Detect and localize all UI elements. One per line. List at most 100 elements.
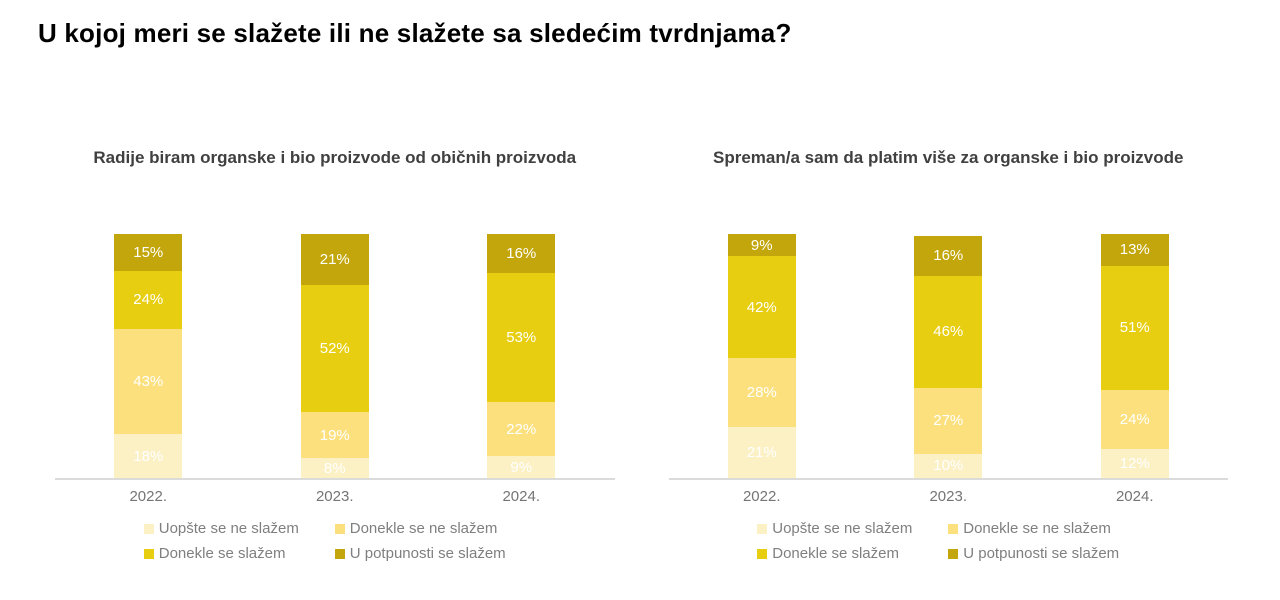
- legend-color-swatch-icon: [143, 548, 154, 559]
- bar-segment: 52%: [300, 285, 369, 413]
- legend-item: Uopšte se ne slažem: [143, 520, 335, 537]
- legend-label: Uopšte se ne slažem: [772, 520, 913, 537]
- legend: Uopšte se ne slažem Donekle se ne slažem D…: [143, 520, 526, 562]
- legend-item: U potpunosti se slažem: [334, 545, 526, 562]
- bar-value-label: 12%: [1119, 454, 1150, 472]
- x-axis: 2022. 2023. 2024.: [669, 480, 1229, 505]
- bar-segment: 22%: [487, 402, 556, 457]
- legend-label: Donekle se slažem: [158, 545, 286, 562]
- legend-label: Uopšte se ne slažem: [158, 520, 299, 537]
- bar-segment: 16%: [487, 234, 556, 274]
- x-axis-label: 2024.: [502, 488, 541, 505]
- bar-segment: 21%: [300, 234, 369, 286]
- x-axis-label: 2022.: [129, 488, 168, 505]
- bar-value-label: 21%: [746, 443, 777, 461]
- bar-value-label: 46%: [933, 323, 964, 341]
- stacked-bar: 8% 19% 52% 21%: [300, 234, 369, 478]
- bar-value-label: 24%: [133, 291, 164, 309]
- bar-segment: 18%: [114, 434, 183, 478]
- stacked-bar: 12% 24% 51% 13%: [1100, 234, 1169, 478]
- bar-value-label: 28%: [746, 384, 777, 402]
- bar-column: 12% 24% 51% 13%: [1042, 234, 1229, 478]
- legend-label: Donekle se ne slažem: [963, 520, 1111, 537]
- bar-value-label: 21%: [319, 251, 350, 269]
- charts-row: Radije biram organske i bio proizvode od…: [55, 148, 1228, 562]
- page-title: U kojoj meri se slažete ili ne slažete s…: [38, 18, 792, 48]
- bar-column: 10% 27% 46% 16%: [855, 236, 1042, 478]
- x-axis-label: 2022.: [742, 488, 781, 505]
- plot-area: 21% 28% 42% 9% 10% 27% 46% 16% 12% 24% 51% 13%: [668, 234, 1229, 480]
- stacked-bar: 18% 43% 24% 15%: [114, 234, 183, 478]
- x-axis-label: 2024.: [1115, 488, 1154, 505]
- legend-label: Donekle se slažem: [772, 545, 899, 562]
- bar-value-label: 27%: [933, 412, 964, 430]
- bar-segment: 27%: [914, 387, 983, 454]
- legend-item: Uopšte se ne slažem: [757, 520, 948, 537]
- legend-color-swatch-icon: [334, 523, 345, 534]
- bar-segment: 13%: [1100, 234, 1169, 266]
- bar-value-label: 15%: [133, 243, 164, 261]
- legend-color-swatch-icon: [143, 523, 154, 534]
- bar-value-label: 52%: [319, 340, 350, 358]
- bar-segment: 8%: [300, 458, 369, 478]
- plot-area: 18% 43% 24% 15% 8% 19% 52% 21% 9% 22% 53% 16%: [55, 234, 615, 480]
- legend-item: Donekle se slažem: [757, 545, 948, 562]
- bar-column: 21% 28% 42% 9%: [669, 234, 856, 478]
- bar-segment: 12%: [1100, 448, 1169, 478]
- legend-label: Donekle se ne slažem: [349, 520, 498, 537]
- bar-segment: 51%: [1100, 265, 1169, 391]
- legend-item: Donekle se ne slažem: [334, 520, 526, 537]
- chart-panel-right: Spreman/a sam da platim više za organske…: [668, 148, 1229, 562]
- bar-value-label: 9%: [750, 236, 773, 254]
- bar-segment: 28%: [727, 358, 796, 427]
- bar-column: 9% 22% 53% 16%: [428, 234, 615, 478]
- bar-segment: 53%: [487, 273, 556, 403]
- bar-value-label: 9%: [510, 458, 533, 476]
- legend-label: U potpunosti se slažem: [963, 545, 1120, 562]
- bar-segment: 42%: [727, 255, 796, 359]
- bar-value-label: 42%: [746, 298, 777, 316]
- bar-segment: 9%: [487, 456, 556, 478]
- chart-panel-left: Radije biram organske i bio proizvode od…: [55, 148, 615, 562]
- bar-segment: 9%: [727, 234, 796, 256]
- bar-value-label: 16%: [933, 247, 964, 265]
- legend-color-swatch-icon: [948, 548, 959, 559]
- bar-column: 8% 19% 52% 21%: [242, 234, 429, 478]
- legend-color-swatch-icon: [334, 548, 345, 559]
- legend-color-swatch-icon: [757, 548, 768, 559]
- bar-segment: 24%: [1100, 390, 1169, 449]
- legend: Uopšte se ne slažem Donekle se ne slažem D…: [757, 520, 1139, 562]
- bar-value-label: 18%: [133, 447, 164, 465]
- bar-value-label: 10%: [933, 457, 964, 475]
- legend-color-swatch-icon: [757, 523, 768, 534]
- bar-segment: 43%: [114, 329, 183, 435]
- bar-value-label: 19%: [319, 426, 350, 444]
- bar-value-label: 13%: [1119, 241, 1150, 259]
- bar-segment: 19%: [300, 412, 369, 459]
- stacked-bar: 9% 22% 53% 16%: [487, 234, 556, 478]
- bar-value-label: 16%: [506, 245, 537, 263]
- bar-segment: 15%: [114, 234, 183, 271]
- bar-value-label: 24%: [1119, 410, 1150, 428]
- x-axis-label: 2023.: [315, 488, 354, 505]
- bar-segment: 16%: [914, 236, 983, 276]
- bar-segment: 24%: [114, 270, 183, 330]
- bar-value-label: 51%: [1119, 319, 1150, 337]
- chart-title: Radije biram organske i bio proizvode od…: [93, 148, 577, 167]
- bar-value-label: 22%: [506, 420, 537, 438]
- stacked-bar: 10% 27% 46% 16%: [914, 236, 983, 478]
- bar-segment: 46%: [914, 275, 983, 388]
- bar-segment: 21%: [727, 426, 796, 478]
- x-axis-label: 2023.: [929, 488, 968, 505]
- stacked-bar: 21% 28% 42% 9%: [727, 234, 796, 478]
- x-axis: 2022. 2023. 2024.: [55, 480, 615, 505]
- bar-value-label: 43%: [133, 373, 164, 391]
- legend-item: Donekle se slažem: [143, 545, 335, 562]
- bar-segment: 10%: [914, 453, 983, 478]
- bar-value-label: 53%: [506, 329, 537, 347]
- legend-label: U potpunosti se slažem: [349, 545, 506, 562]
- legend-item: Donekle se ne slažem: [948, 520, 1139, 537]
- legend-color-swatch-icon: [948, 523, 959, 534]
- bar-value-label: 8%: [323, 459, 346, 477]
- bar-column: 18% 43% 24% 15%: [55, 234, 242, 478]
